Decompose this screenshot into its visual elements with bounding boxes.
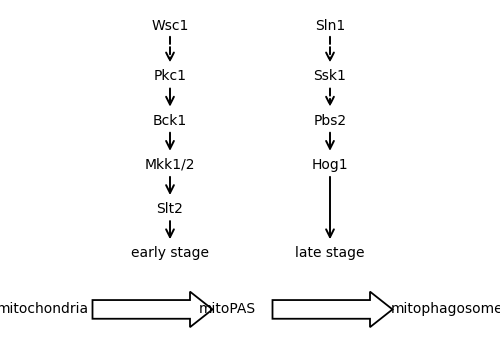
Text: mitoPAS: mitoPAS	[199, 302, 256, 317]
Polygon shape	[92, 292, 212, 327]
Text: Wsc1: Wsc1	[152, 18, 188, 33]
Text: late stage: late stage	[295, 246, 365, 260]
Text: mitochondria: mitochondria	[0, 302, 88, 317]
Text: Hog1: Hog1	[312, 158, 348, 172]
Text: mitophagosome: mitophagosome	[391, 302, 500, 317]
Text: Bck1: Bck1	[153, 114, 187, 128]
Text: Pbs2: Pbs2	[314, 114, 346, 128]
Text: Ssk1: Ssk1	[314, 69, 346, 84]
Text: early stage: early stage	[131, 246, 209, 260]
Text: Slt2: Slt2	[156, 202, 184, 216]
Polygon shape	[272, 292, 392, 327]
Text: Mkk1/2: Mkk1/2	[145, 158, 195, 172]
Text: Pkc1: Pkc1	[154, 69, 186, 84]
Text: Sln1: Sln1	[315, 18, 345, 33]
